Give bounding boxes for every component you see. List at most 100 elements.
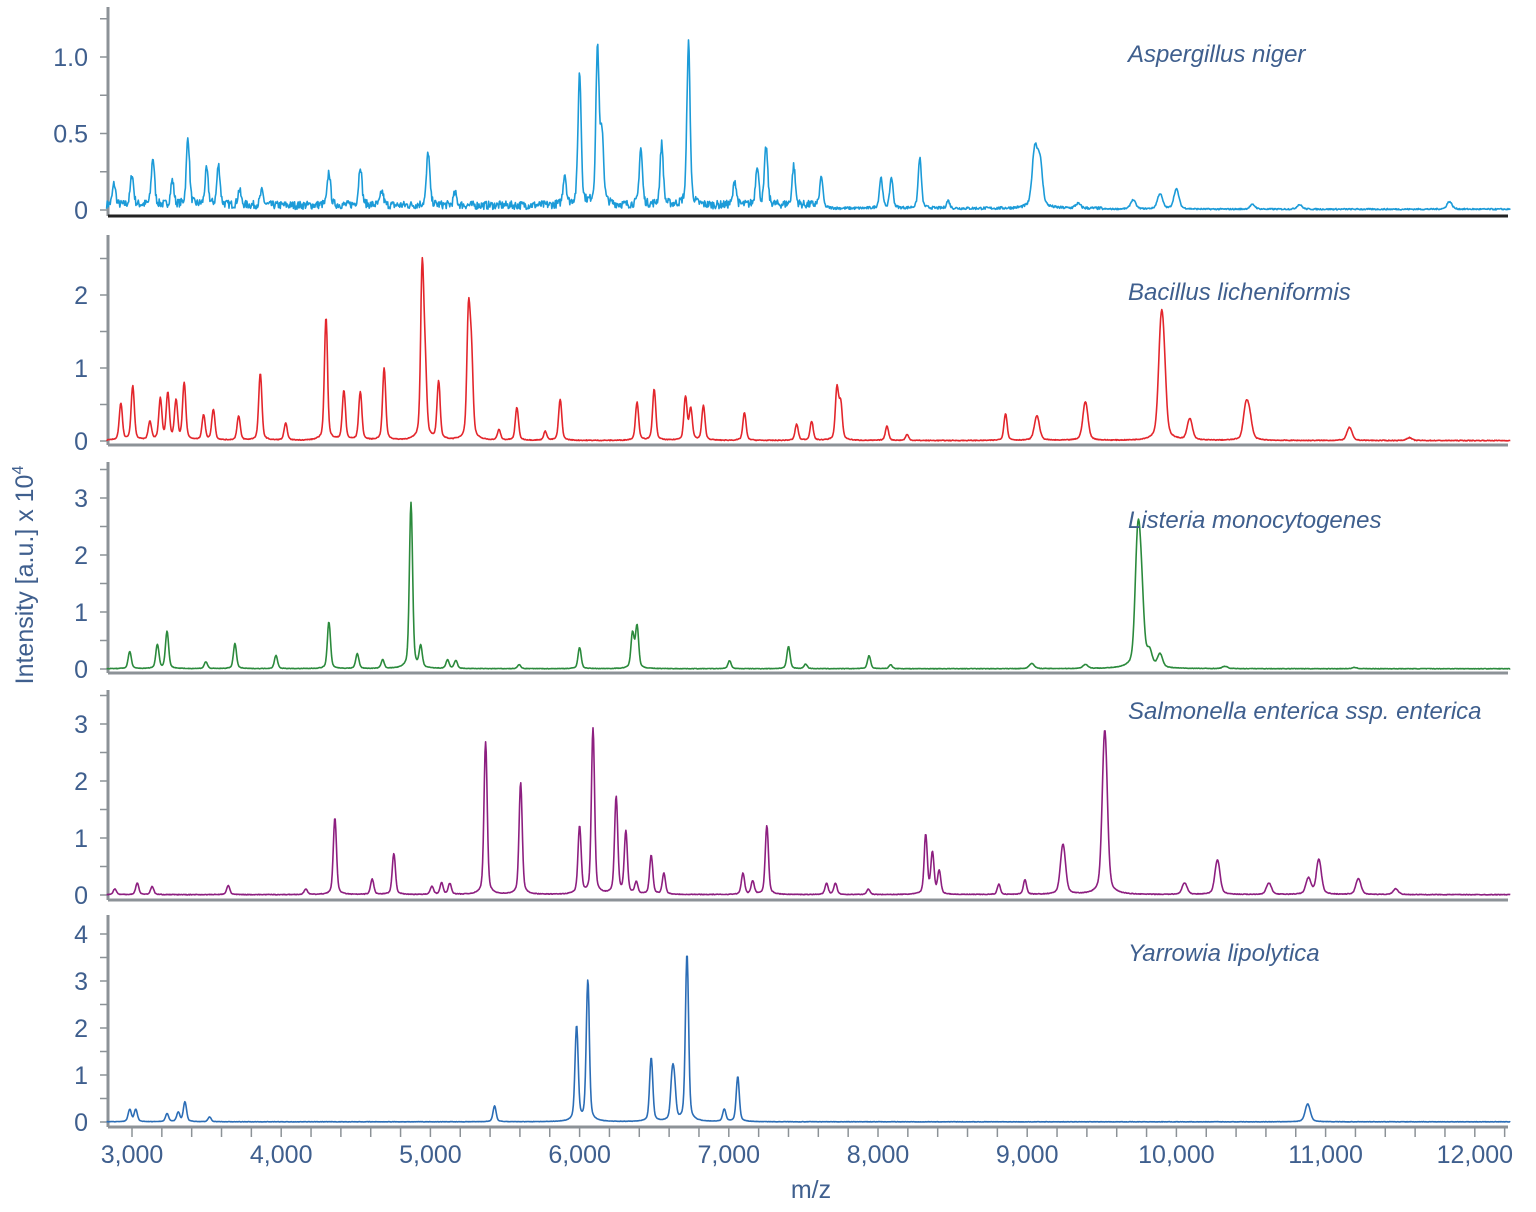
peak-marker: [751, 880, 754, 883]
peak-marker: [1033, 152, 1036, 155]
peak-marker: [1159, 348, 1162, 351]
peak-marker: [1216, 859, 1219, 862]
y-tick-label: 1.0: [53, 44, 88, 72]
peak-marker: [592, 728, 595, 731]
peak-marker: [204, 661, 207, 664]
x-tick-label: 6,000: [548, 1141, 611, 1169]
peak-marker: [631, 633, 634, 636]
y-tick-label: 2: [74, 768, 88, 796]
peak-marker: [380, 195, 383, 198]
peak-marker: [868, 654, 871, 657]
peak-marker: [575, 1026, 578, 1029]
peak-marker: [356, 653, 359, 656]
peak-marker: [924, 834, 927, 837]
peak-marker: [890, 178, 893, 181]
peak-marker: [159, 399, 162, 402]
peak-marker: [820, 176, 823, 179]
species-label: Listeria monocytogenes: [1128, 507, 1381, 534]
peak-marker: [470, 359, 473, 362]
peak-marker: [166, 394, 169, 397]
peak-marker: [931, 852, 934, 855]
peak-marker: [563, 178, 566, 181]
peak-marker: [515, 407, 518, 410]
peak-marker: [650, 1057, 653, 1060]
peak-marker: [600, 140, 603, 143]
peak-marker: [810, 421, 813, 424]
peak-marker: [660, 147, 663, 150]
y-axis-title: Intensity [a.u.] x 104: [10, 466, 39, 685]
peak-marker: [1307, 878, 1310, 881]
peak-marker: [1084, 664, 1087, 667]
x-tick-label: 8,000: [847, 1141, 910, 1169]
peak-marker: [484, 741, 487, 744]
peak-marker: [825, 882, 828, 885]
peak-marker: [578, 826, 581, 829]
peak-marker: [835, 388, 838, 391]
y-tick-label: 3: [74, 711, 88, 739]
peak-marker: [741, 872, 744, 875]
peak-marker: [702, 405, 705, 408]
spectrum-line: [106, 501, 1511, 670]
spectrum-line: [106, 256, 1511, 442]
x-tick-label: 7,000: [698, 1141, 761, 1169]
peak-marker: [684, 396, 687, 399]
y-tick-label: 0: [74, 882, 88, 910]
peak-marker: [1140, 599, 1143, 602]
y-tick-label: 1: [74, 599, 88, 627]
peak-marker: [615, 797, 618, 800]
peak-marker: [624, 831, 627, 834]
peak-marker: [454, 196, 457, 199]
peak-marker: [653, 388, 656, 391]
peak-marker: [233, 642, 236, 645]
y-tick-label: 3: [74, 485, 88, 513]
peak-marker: [1306, 1103, 1309, 1106]
peak-marker: [906, 434, 909, 437]
species-label: Yarrowia lipolytica: [1128, 940, 1320, 967]
peak-marker: [586, 980, 589, 983]
peak-marker: [119, 403, 122, 406]
peak-marker: [635, 882, 638, 885]
peak-marker: [131, 385, 134, 388]
peak-marker: [1348, 426, 1351, 429]
peak-marker: [342, 391, 345, 394]
peak-marker: [183, 383, 186, 386]
peak-marker: [765, 825, 768, 828]
x-tick-label: 5,000: [399, 1141, 462, 1169]
peak-marker: [673, 1088, 676, 1091]
peak-marker: [156, 644, 159, 647]
peak-marker: [238, 193, 241, 196]
y-axis-title-text: Intensity [a.u.] x 10: [11, 475, 39, 685]
peak-marker: [1394, 888, 1397, 891]
peak-marker: [148, 421, 151, 424]
panel-salmonella: 0 1 2 3 Salmonella enterica ssp. enterica: [74, 690, 1511, 910]
y-tick-label: 0: [74, 656, 88, 684]
peak-marker: [918, 158, 921, 161]
peak-marker: [1136, 548, 1139, 551]
peak-marker: [1030, 662, 1033, 665]
peak-marker: [1076, 204, 1079, 207]
peak-marker: [467, 317, 470, 320]
peak-marker: [131, 178, 134, 181]
peak-marker: [736, 1075, 739, 1078]
peak-marker: [1132, 199, 1135, 202]
peak-marker: [212, 409, 215, 412]
peak-marker: [1223, 665, 1226, 668]
peak-marker: [454, 660, 457, 663]
peak-marker: [1448, 201, 1451, 204]
x-tick-label: 12,000: [1437, 1141, 1513, 1169]
peak-marker: [448, 883, 451, 886]
peak-marker: [498, 429, 501, 432]
peak-marker: [578, 77, 581, 80]
peak-marker: [113, 888, 116, 891]
peak-marker: [1251, 204, 1254, 207]
peak-marker: [1248, 418, 1251, 421]
peak-marker: [427, 155, 430, 158]
peak-marker: [689, 409, 692, 412]
peak-marker: [1188, 418, 1191, 421]
peak-marker: [834, 882, 837, 885]
peak-marker: [723, 1108, 726, 1111]
y-tick-label: 2: [74, 542, 88, 570]
peak-marker: [1158, 193, 1161, 196]
peak-marker: [136, 882, 139, 885]
peak-marker: [938, 871, 941, 874]
